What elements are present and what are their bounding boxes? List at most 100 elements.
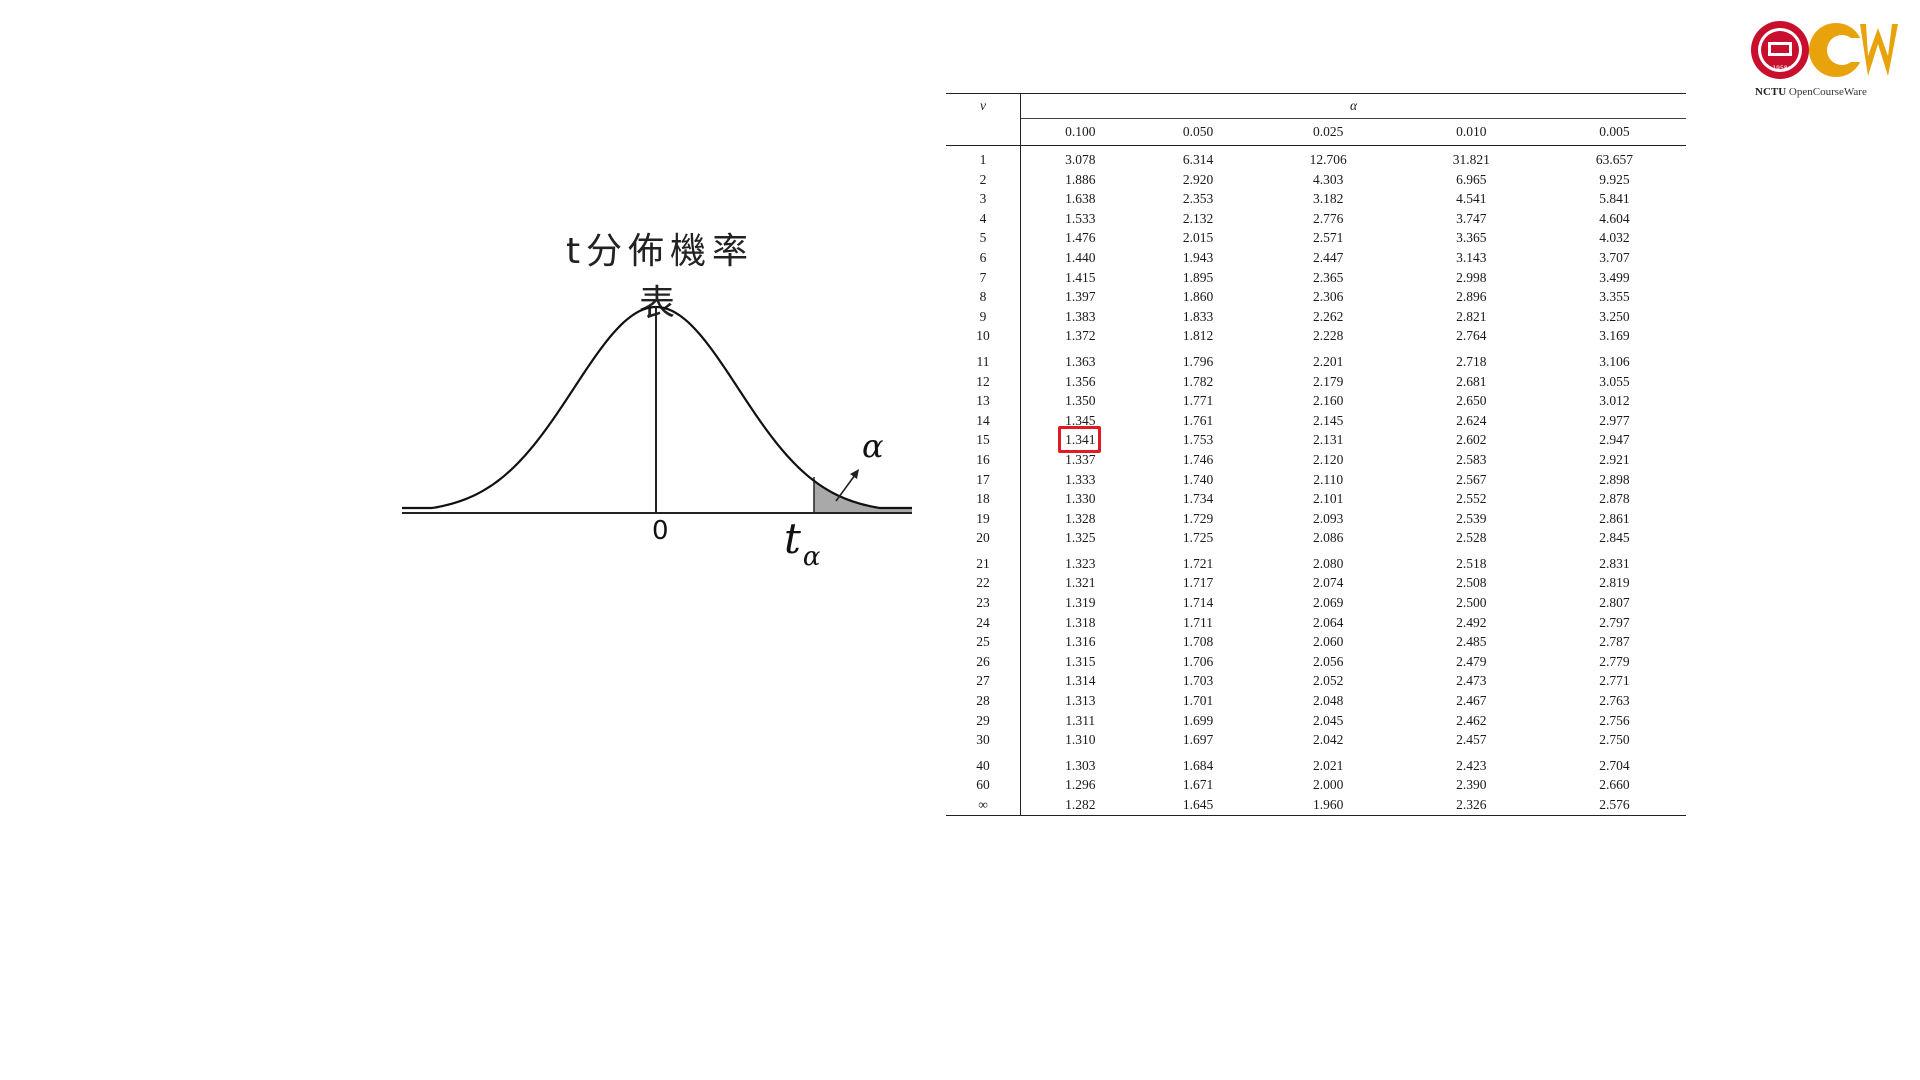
table-row: 28 1.313 1.701 2.048 2.467 2.763 (946, 691, 1686, 711)
value-cell: 2.807 (1599, 595, 1630, 611)
value-cell: 1.645 (1139, 795, 1257, 816)
df-cell: 13 (946, 391, 1021, 411)
value-cell: 2.423 (1456, 757, 1487, 773)
value-cell: 1.761 (1182, 412, 1214, 428)
table-row: 20 1.325 1.725 2.086 2.528 2.845 (946, 528, 1686, 548)
value-cell: 1.714 (1182, 595, 1214, 611)
df-cell: 18 (946, 489, 1021, 509)
value-cell: 2.064 (1312, 614, 1344, 630)
value-cell: 2.831 (1599, 555, 1630, 571)
value-cell: 1.717 (1182, 575, 1214, 591)
df-cell: 5 (946, 228, 1021, 248)
table-row: 10 1.372 1.812 2.228 2.764 3.169 (946, 326, 1686, 346)
value-cell: 2.776 (1312, 210, 1344, 226)
value-cell: 2.473 (1456, 673, 1487, 689)
df-cell: 20 (946, 528, 1021, 548)
value-cell: 5.841 (1599, 191, 1630, 207)
df-cell: 1 (946, 145, 1021, 170)
value-cell: 4.303 (1312, 171, 1344, 187)
value-cell: 2.048 (1312, 693, 1344, 709)
df-cell: 10 (946, 326, 1021, 346)
value-cell: 2.093 (1312, 510, 1344, 526)
value-cell: 1.711 (1183, 614, 1213, 630)
df-cell: 30 (946, 730, 1021, 750)
value-cell: 1.319 (1065, 595, 1096, 611)
value-cell: 2.624 (1456, 412, 1487, 428)
value-cell: 3.365 (1456, 230, 1487, 246)
value-cell: 2.479 (1456, 653, 1487, 669)
df-cell: 29 (946, 710, 1021, 731)
table-row: 40 1.303 1.684 2.021 2.423 2.704 (946, 749, 1686, 776)
df-cell: 2 (946, 169, 1021, 190)
t-alpha-label: tα (784, 514, 821, 572)
df-cell: 27 (946, 671, 1021, 692)
table-row: 27 1.314 1.703 2.052 2.473 2.771 (946, 671, 1686, 692)
df-cell: 7 (946, 267, 1021, 288)
logo-wordmark: NCTU OpenCourseWare (1755, 86, 1867, 98)
value-cell: 2.567 (1456, 471, 1487, 487)
df-cell: 15 (946, 430, 1021, 450)
value-cell: 2.262 (1312, 308, 1344, 324)
value-cell: 1.740 (1182, 471, 1214, 487)
value-cell: 1.311 (1065, 712, 1096, 728)
value-cell: 2.921 (1599, 451, 1630, 467)
value-cell: 2.447 (1312, 249, 1344, 265)
value-cell: 2.998 (1456, 269, 1487, 285)
table-row: 5 1.476 2.015 2.571 3.365 4.032 (946, 228, 1686, 248)
value-cell: 2.365 (1312, 269, 1344, 285)
df-cell: ∞ (946, 795, 1021, 816)
table-row: 7 1.415 1.895 2.365 2.998 3.499 (946, 267, 1686, 288)
v-header: v (946, 93, 1021, 119)
value-cell: 2.306 (1312, 289, 1344, 305)
table-row: 29 1.311 1.699 2.045 2.462 2.756 (946, 710, 1686, 731)
alpha-header: α (1020, 93, 1686, 119)
value-cell: 2.462 (1456, 712, 1487, 728)
table-row: 24 1.318 1.711 2.064 2.492 2.797 (946, 612, 1686, 633)
value-cell: 63.657 (1595, 152, 1633, 167)
value-cell: 2.920 (1182, 171, 1214, 187)
value-cell: 1.323 (1065, 555, 1096, 571)
value-cell: 2.718 (1456, 353, 1487, 369)
value-cell: 1.746 (1182, 451, 1214, 467)
table-row: 3 1.638 2.353 3.182 4.541 5.841 (946, 189, 1686, 209)
table-row: 21 1.323 1.721 2.080 2.518 2.831 (946, 547, 1686, 574)
table-row: 12 1.356 1.782 2.179 2.681 3.055 (946, 371, 1686, 392)
value-cell: 2.602 (1456, 432, 1487, 448)
value-cell: 2.650 (1456, 393, 1487, 409)
df-cell: 60 (946, 775, 1021, 795)
value-cell: 1.333 (1065, 471, 1096, 487)
df-cell: 3 (946, 189, 1021, 209)
alpha-column-header: 0.050 (1139, 118, 1257, 146)
value-cell: 1.440 (1065, 249, 1096, 265)
table-row: 11 1.363 1.796 2.201 2.718 3.106 (946, 345, 1686, 372)
figure-title: t分佈機率表 (565, 231, 755, 324)
zero-label: 0 (652, 516, 669, 546)
table-row: 8 1.397 1.860 2.306 2.896 3.355 (946, 287, 1686, 307)
value-cell: 1.415 (1065, 269, 1096, 285)
value-cell: 2.080 (1312, 555, 1344, 571)
value-cell: 2.787 (1599, 634, 1630, 650)
t-distribution-figure: 0 tα α (402, 305, 912, 572)
value-cell: 3.055 (1599, 373, 1630, 389)
alpha-column-header: 0.010 (1399, 118, 1543, 146)
value-cell: 1.318 (1065, 614, 1096, 630)
value-cell: 1.708 (1182, 634, 1214, 650)
value-cell: 1.282 (1020, 795, 1140, 816)
svg-text:1958: 1958 (1772, 65, 1787, 72)
value-cell: 1.684 (1182, 757, 1214, 773)
df-cell: 14 (946, 410, 1021, 431)
alpha-label: α (862, 427, 884, 465)
value-cell: 2.201 (1312, 353, 1344, 369)
value-cell: 2.571 (1312, 230, 1344, 246)
t-alpha-subscript: α (803, 542, 821, 572)
value-cell: 1.699 (1182, 712, 1214, 728)
value-cell: 1.316 (1065, 634, 1096, 650)
table-row: 4 1.533 2.132 2.776 3.747 4.604 (946, 208, 1686, 229)
value-cell: 3.106 (1599, 353, 1630, 369)
value-cell: 1.345 (1065, 412, 1096, 428)
value-cell: 1.533 (1065, 210, 1096, 226)
highlighted-value-cell: 1.341 (1065, 432, 1096, 448)
value-cell: 2.457 (1456, 732, 1487, 748)
value-cell: 3.747 (1456, 210, 1487, 226)
table-row: 26 1.315 1.706 2.056 2.479 2.779 (946, 651, 1686, 672)
